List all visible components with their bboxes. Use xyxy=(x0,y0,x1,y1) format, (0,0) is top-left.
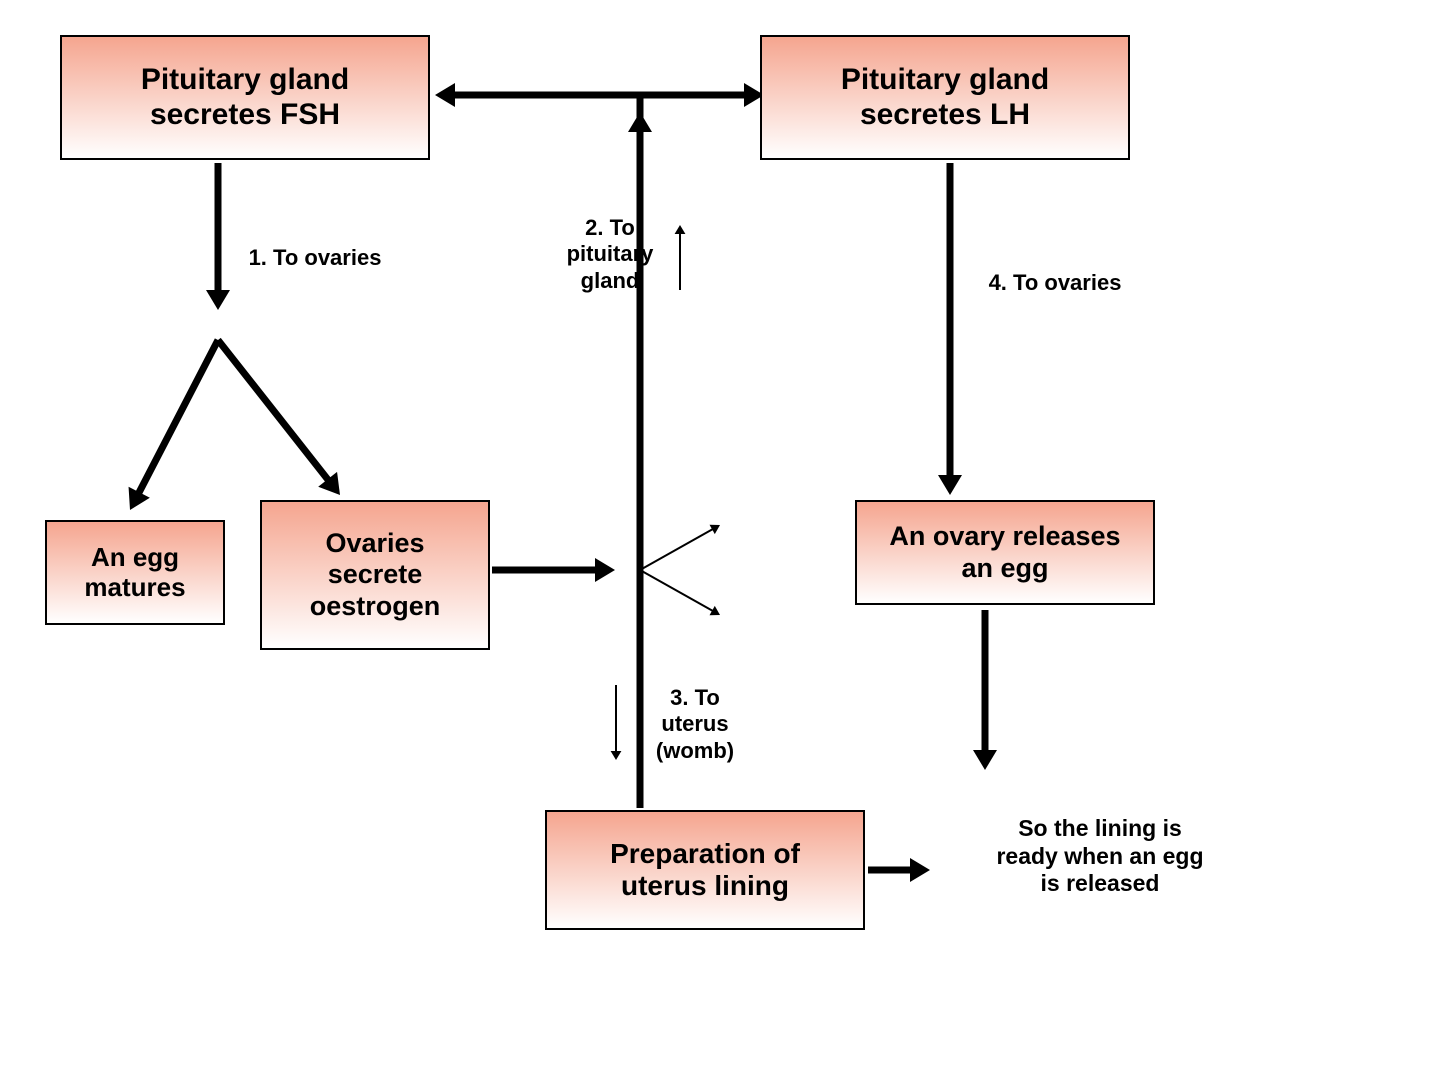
node-text: Pituitary gland secretes LH xyxy=(841,63,1049,132)
node-pituitary-lh: Pituitary gland secretes LH xyxy=(760,35,1130,160)
node-ovary-releases: An ovary releases an egg xyxy=(855,500,1155,605)
node-text: An egg matures xyxy=(84,543,185,603)
node-pituitary-fsh: Pituitary gland secretes FSH xyxy=(60,35,430,160)
node-text: Preparation of uterus lining xyxy=(610,838,800,902)
label-to-ovaries-1: 1. To ovaries xyxy=(225,245,405,271)
label-to-uterus: 3. To uterus (womb) xyxy=(635,685,755,764)
label-to-ovaries-4: 4. To ovaries xyxy=(965,270,1145,296)
label-lining-ready: So the lining is ready when an egg is re… xyxy=(940,815,1260,898)
node-ovaries-oestrogen: Ovaries secrete oestrogen xyxy=(260,500,490,650)
node-uterus-lining: Preparation of uterus lining xyxy=(545,810,865,930)
node-text: Pituitary gland secretes FSH xyxy=(141,63,349,132)
node-text: Ovaries secrete oestrogen xyxy=(310,528,441,621)
node-text: An ovary releases an egg xyxy=(889,521,1120,583)
node-egg-matures: An egg matures xyxy=(45,520,225,625)
label-to-pituitary: 2. To pituitary gland xyxy=(545,215,675,294)
